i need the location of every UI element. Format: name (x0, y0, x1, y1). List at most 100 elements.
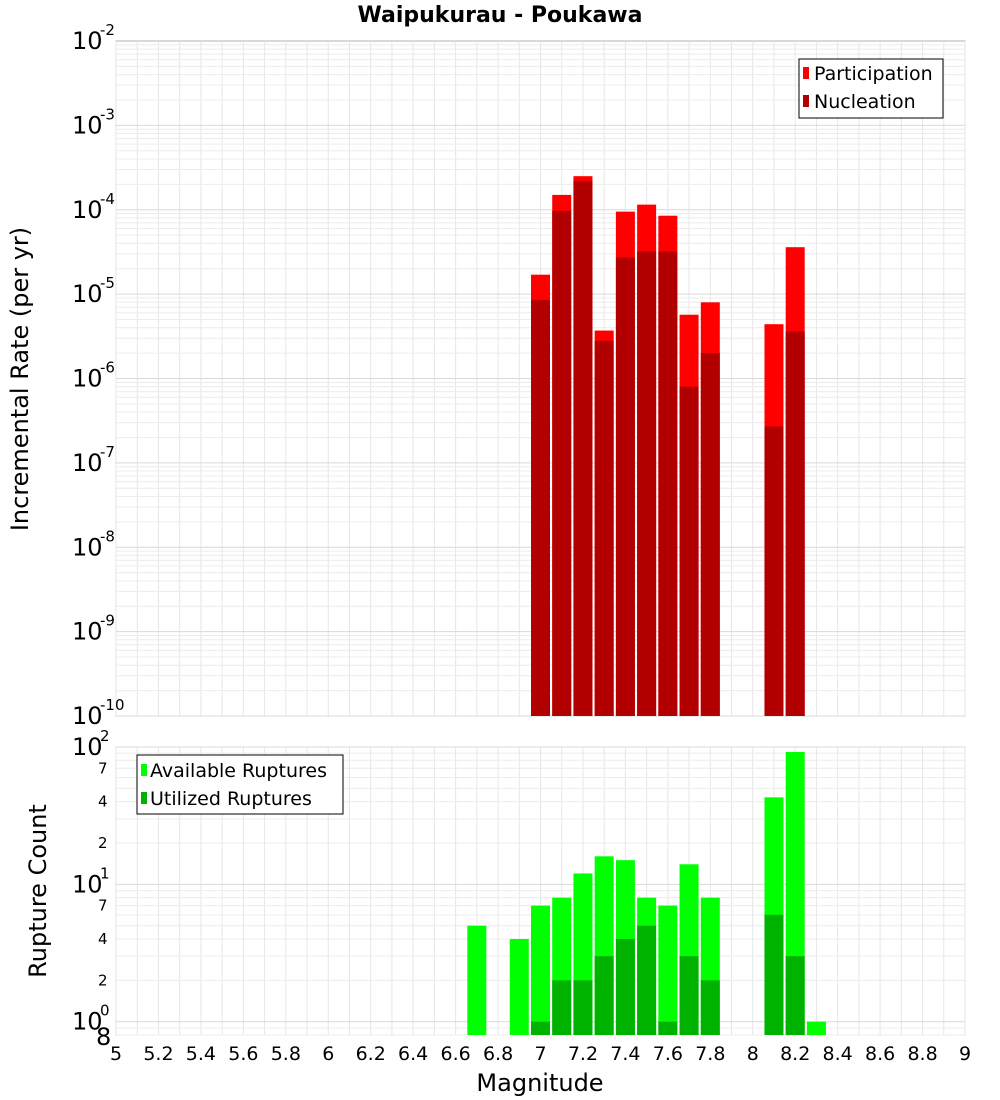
x-tick-label: 7.6 (653, 1043, 683, 1065)
bar-nucleation (637, 251, 657, 716)
y-tick-exponent: -2 (100, 21, 115, 39)
bar-nucleation (700, 353, 720, 716)
x-tick-label: 5.2 (143, 1043, 173, 1065)
bar-nucleation (594, 340, 614, 716)
y-tick-base: 10 (72, 27, 103, 55)
y-minor-tick-label: 7 (98, 759, 108, 777)
y-tick-exponent: -4 (100, 190, 115, 208)
bar-utilized (573, 980, 593, 1035)
y-tick-base: 10 (72, 870, 103, 898)
x-tick-label: 8.2 (780, 1043, 810, 1065)
bar-utilized (679, 956, 699, 1035)
x-axis-label: Magnitude (476, 1069, 603, 1097)
y-tick-exponent: -8 (100, 527, 115, 545)
x-tick-label: 5 (110, 1043, 122, 1065)
y-tick-base: 10 (72, 1008, 103, 1036)
y-tick-exponent: -7 (100, 443, 115, 461)
y-tick-label: 10-7 (72, 443, 115, 477)
y-tick-exponent: -9 (100, 612, 115, 630)
bar-available (806, 1021, 826, 1035)
y-tick-exponent: -5 (100, 274, 115, 292)
bar-nucleation (658, 251, 678, 716)
rate-plot-y-ticks: 10-210-310-410-510-610-710-810-910-10 (72, 21, 125, 730)
x-tick-label: 6.6 (440, 1043, 470, 1065)
x-tick-label: 5.8 (271, 1043, 301, 1065)
y-tick-base: 10 (72, 733, 103, 761)
y-tick-label: 10-8 (72, 527, 115, 561)
x-tick-label: 6.8 (483, 1043, 513, 1065)
y-minor-tick-label: 4 (98, 793, 108, 811)
bar-utilized (658, 1021, 678, 1035)
bar-nucleation (764, 426, 784, 716)
y-minor-tick-label: 2 (98, 834, 108, 852)
bar-utilized (531, 1021, 550, 1035)
legend-label-nucleation: Nucleation (814, 91, 916, 113)
rate-legend: Participation Nucleation (798, 58, 944, 119)
y-tick-label: 100 (72, 1002, 110, 1036)
bar-nucleation (531, 300, 550, 716)
y-tick-base: 10 (72, 196, 103, 224)
bar-utilized (764, 914, 784, 1035)
legend-swatch-utilized (141, 792, 147, 804)
x-tick-label: 9 (959, 1043, 971, 1065)
rate-legend-box (798, 58, 944, 119)
x-tick-label: 8 (747, 1043, 759, 1065)
y-minor-tick-label: 7 (98, 897, 108, 915)
rate-plot: 10-210-310-410-510-610-710-810-910-10 In… (6, 21, 966, 730)
y-tick-exponent: -6 (100, 359, 115, 377)
legend-label-utilized: Utilized Ruptures (150, 788, 312, 810)
y-tick-label: 10-2 (72, 21, 115, 55)
legend-swatch-participation (803, 67, 809, 79)
y-tick-exponent: 1 (100, 864, 110, 882)
count-legend-box (136, 754, 344, 815)
legend-swatch-available (141, 764, 147, 776)
x-tick-label: 6.2 (356, 1043, 386, 1065)
y-tick-base: 10 (72, 111, 103, 139)
legend-swatch-nucleation (803, 95, 809, 107)
x-tick-label: 7.4 (610, 1043, 640, 1065)
bar-available (658, 905, 678, 1035)
bar-nucleation (785, 331, 805, 716)
bar-utilized (594, 956, 614, 1035)
x-tick-label: 6.4 (398, 1043, 428, 1065)
rate-plot-grid (115, 41, 966, 717)
y-tick-label: 10-6 (72, 359, 115, 393)
y-tick-base: 10 (72, 702, 103, 730)
y-tick-exponent: -3 (100, 105, 115, 123)
rate-plot-bars (531, 176, 805, 717)
y-minor-tick-label: 4 (98, 930, 108, 948)
y-tick-base: 10 (72, 280, 103, 308)
y-tick-base: 10 (72, 533, 103, 561)
x-tick-label: 7.2 (568, 1043, 598, 1065)
y-tick-base: 10 (72, 449, 103, 477)
bar-available (467, 925, 487, 1035)
x-tick-label: 7.8 (695, 1043, 725, 1065)
count-plot-x-ticks: 5 5.2 5.4 5.6 5.8 6 6.2 6.4 6.6 6.8 7 7.2 7.4 7.6 7.8 8… (110, 1043, 971, 1065)
x-tick-label: 6 (322, 1043, 334, 1065)
bar-utilized (615, 939, 635, 1035)
bar-nucleation (552, 210, 572, 716)
x-tick-label: 7 (534, 1043, 546, 1065)
legend-label-participation: Participation (814, 63, 933, 85)
y-tick-label: 10-10 (72, 696, 125, 730)
y-tick-exponent: 2 (100, 727, 110, 745)
y-tick-base: 10 (72, 618, 103, 646)
x-tick-label: 5.4 (186, 1043, 216, 1065)
bar-available (531, 905, 550, 1035)
y-tick-exponent: 0 (100, 1002, 110, 1020)
legend-label-available: Available Ruptures (150, 760, 327, 782)
y-tick-base: 10 (72, 365, 103, 393)
count-legend: Available Ruptures Utilized Ruptures (136, 754, 344, 815)
x-tick-label: 8.6 (865, 1043, 895, 1065)
bar-utilized (700, 980, 720, 1035)
y-tick-exponent: -10 (100, 696, 125, 714)
y-tick-label: 10-4 (72, 190, 115, 224)
x-tick-label: 5.6 (228, 1043, 258, 1065)
y-minor-tick-label: 2 (98, 971, 108, 989)
x-tick-label: 8.4 (823, 1043, 853, 1065)
y-tick-label: 102 (72, 727, 110, 761)
bar-utilized (637, 925, 657, 1035)
bar-nucleation (615, 257, 635, 716)
